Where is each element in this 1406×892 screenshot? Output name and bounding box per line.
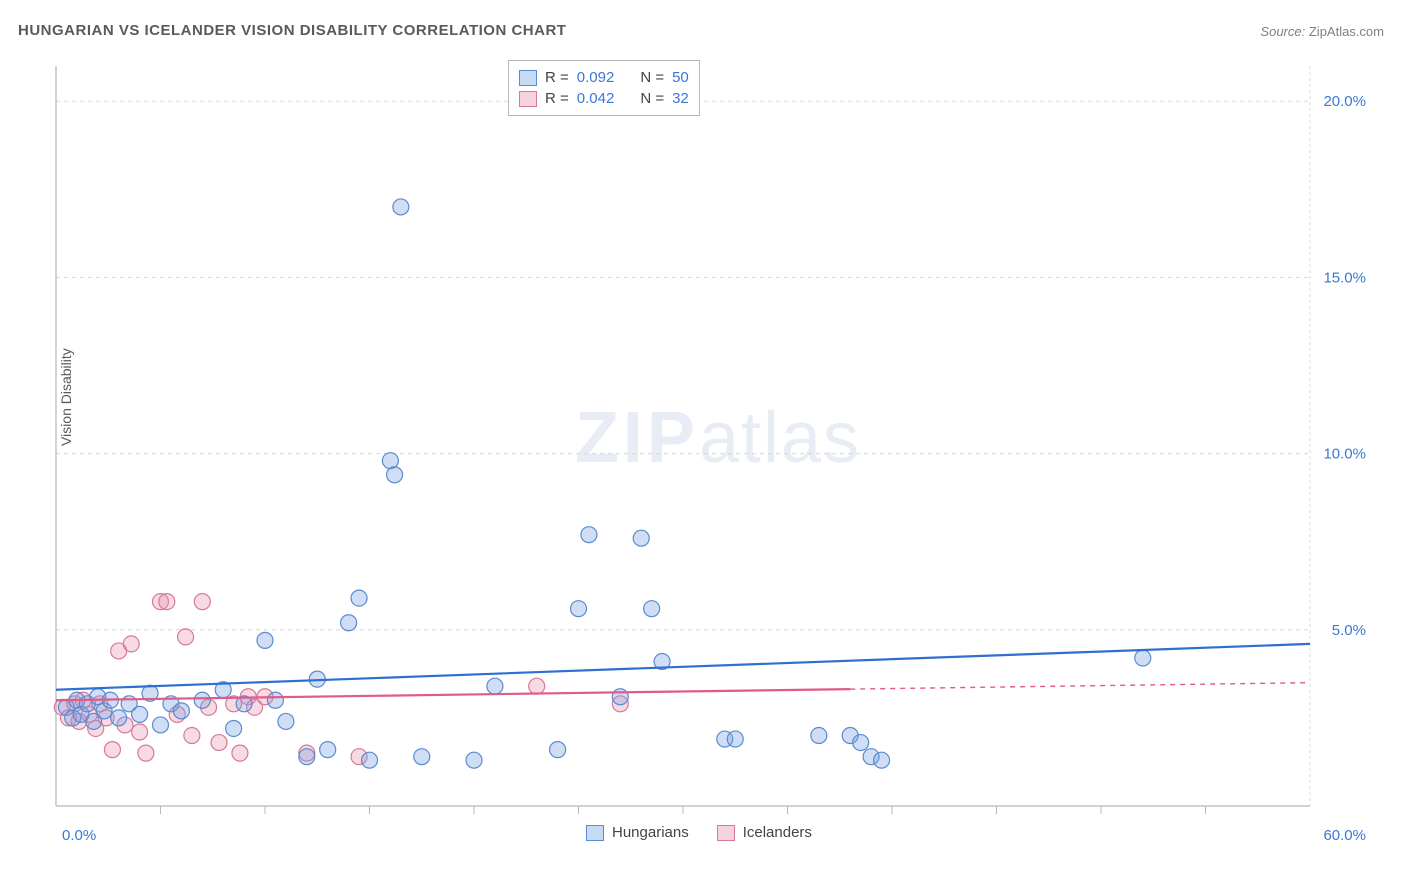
- data-point: [581, 527, 597, 543]
- source-attribution: Source: ZipAtlas.com: [1260, 24, 1384, 39]
- legend-swatch: [717, 825, 735, 841]
- data-point: [853, 735, 869, 751]
- data-point: [644, 601, 660, 617]
- y-tick-label: 5.0%: [1332, 622, 1366, 639]
- y-tick-label: 20.0%: [1323, 93, 1366, 110]
- stats-row: R = 0.092 N = 50: [519, 67, 689, 88]
- data-point: [351, 590, 367, 606]
- data-point: [874, 752, 890, 768]
- n-label: N =: [640, 90, 664, 107]
- r-value: 0.092: [577, 69, 615, 86]
- data-point: [178, 629, 194, 645]
- n-value: 50: [672, 69, 689, 86]
- y-tick-label: 15.0%: [1323, 269, 1366, 286]
- chart-area: Vision Disability ZIPatlas 5.0%10.0%15.0…: [48, 58, 1388, 850]
- data-point: [194, 594, 210, 610]
- data-point: [278, 713, 294, 729]
- data-point: [811, 728, 827, 744]
- data-point: [550, 742, 566, 758]
- r-label: R =: [545, 69, 569, 86]
- source-value: ZipAtlas.com: [1309, 24, 1384, 39]
- trend-line: [56, 644, 1310, 690]
- data-point: [487, 678, 503, 694]
- legend-swatch: [519, 70, 537, 86]
- bottom-legend: Hungarians Icelanders: [586, 824, 812, 841]
- data-point: [132, 724, 148, 740]
- data-point: [571, 601, 587, 617]
- data-point: [387, 467, 403, 483]
- r-value: 0.042: [577, 90, 615, 107]
- source-label: Source:: [1260, 24, 1305, 39]
- data-point: [612, 689, 628, 705]
- data-point: [123, 636, 139, 652]
- data-point: [727, 731, 743, 747]
- data-point: [382, 453, 398, 469]
- data-point: [111, 710, 127, 726]
- chart-svg: 5.0% 10.0% 15.0% 20.0% 0.0% 60.0%: [48, 58, 1388, 850]
- y-tick-label: 10.0%: [1323, 446, 1366, 463]
- data-point: [299, 749, 315, 765]
- legend-label: Hungarians: [612, 824, 689, 841]
- chart-title: HUNGARIAN VS ICELANDER VISION DISABILITY…: [18, 22, 566, 39]
- n-value: 32: [672, 90, 689, 107]
- data-point: [1135, 650, 1151, 666]
- legend-item: Icelanders: [717, 824, 812, 841]
- data-point: [466, 752, 482, 768]
- data-point: [159, 594, 175, 610]
- legend-item: Hungarians: [586, 824, 689, 841]
- data-point: [529, 678, 545, 694]
- data-point: [362, 752, 378, 768]
- data-point: [173, 703, 189, 719]
- x-tick-label: 60.0%: [1323, 827, 1366, 844]
- data-point: [257, 632, 273, 648]
- data-point: [138, 745, 154, 761]
- data-point: [633, 530, 649, 546]
- x-tick-label: 0.0%: [62, 827, 96, 844]
- stats-row: R = 0.042 N = 32: [519, 88, 689, 109]
- data-point: [153, 717, 169, 733]
- data-point: [232, 745, 248, 761]
- legend-swatch: [519, 91, 537, 107]
- data-point: [341, 615, 357, 631]
- trend-line: [56, 689, 850, 700]
- data-point: [132, 706, 148, 722]
- data-point: [414, 749, 430, 765]
- legend-label: Icelanders: [743, 824, 812, 841]
- data-point: [320, 742, 336, 758]
- data-point: [226, 720, 242, 736]
- legend-swatch: [586, 825, 604, 841]
- r-label: R =: [545, 90, 569, 107]
- trend-line-extrapolated: [850, 683, 1310, 689]
- data-point: [104, 742, 120, 758]
- data-point: [393, 199, 409, 215]
- data-point: [194, 692, 210, 708]
- data-point: [267, 692, 283, 708]
- n-label: N =: [640, 69, 664, 86]
- stats-legend-box: R = 0.092 N = 50 R = 0.042 N = 32: [508, 60, 700, 116]
- data-point: [184, 728, 200, 744]
- data-point: [211, 735, 227, 751]
